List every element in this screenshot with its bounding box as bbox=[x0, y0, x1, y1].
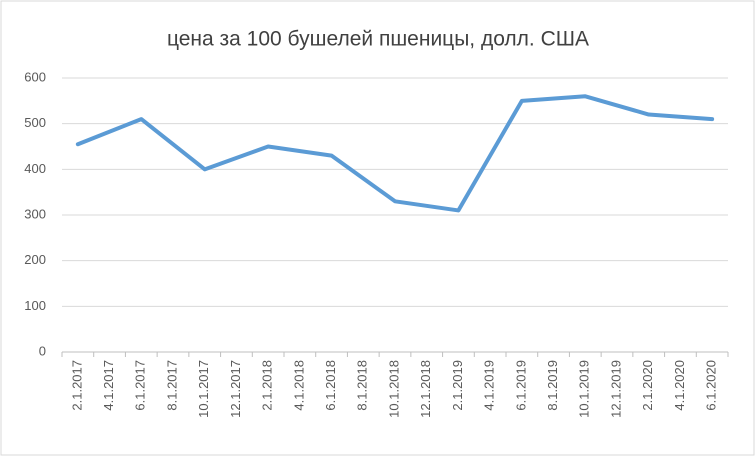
x-tick-label: 4.1.2018 bbox=[291, 360, 306, 411]
x-tick-label: 2.1.2019 bbox=[450, 360, 465, 411]
x-tick-label: 4.1.2019 bbox=[482, 360, 497, 411]
x-tick-label: 2.1.2018 bbox=[260, 360, 275, 411]
x-tick-label: 2.1.2020 bbox=[640, 360, 655, 411]
x-tick-label: 12.1.2019 bbox=[608, 360, 623, 418]
x-tick-label: 8.1.2018 bbox=[355, 360, 370, 411]
y-tick-label: 100 bbox=[24, 298, 46, 313]
x-tick-label: 10.1.2018 bbox=[386, 360, 401, 418]
y-tick-label: 600 bbox=[24, 69, 46, 84]
x-tick-label: 12.1.2018 bbox=[418, 360, 433, 418]
x-tick-label: 6.1.2020 bbox=[704, 360, 719, 411]
x-tick-label: 4.1.2020 bbox=[672, 360, 687, 411]
x-tick-label: 8.1.2017 bbox=[164, 360, 179, 411]
x-tick-label: 6.1.2017 bbox=[133, 360, 148, 411]
x-tick-label: 6.1.2018 bbox=[323, 360, 338, 411]
data-line bbox=[75, 94, 715, 213]
chart-title: цена за 100 бушелей пшеницы, долл. США bbox=[167, 28, 589, 51]
y-tick-label: 300 bbox=[24, 206, 46, 221]
y-tick-label: 0 bbox=[39, 343, 46, 358]
y-tick-label: 200 bbox=[24, 252, 46, 267]
y-tick-label: 500 bbox=[24, 115, 46, 130]
x-tick-label: 8.1.2019 bbox=[545, 360, 560, 411]
x-tick-label: 6.1.2019 bbox=[513, 360, 528, 411]
x-tick-label: 2.1.2017 bbox=[69, 360, 84, 411]
x-tick-label: 10.1.2017 bbox=[196, 360, 211, 418]
x-tick-label: 12.1.2017 bbox=[228, 360, 243, 418]
y-tick-label: 400 bbox=[24, 161, 46, 176]
x-tick-label: 4.1.2017 bbox=[101, 360, 116, 411]
x-tick-label: 10.1.2019 bbox=[577, 360, 592, 418]
